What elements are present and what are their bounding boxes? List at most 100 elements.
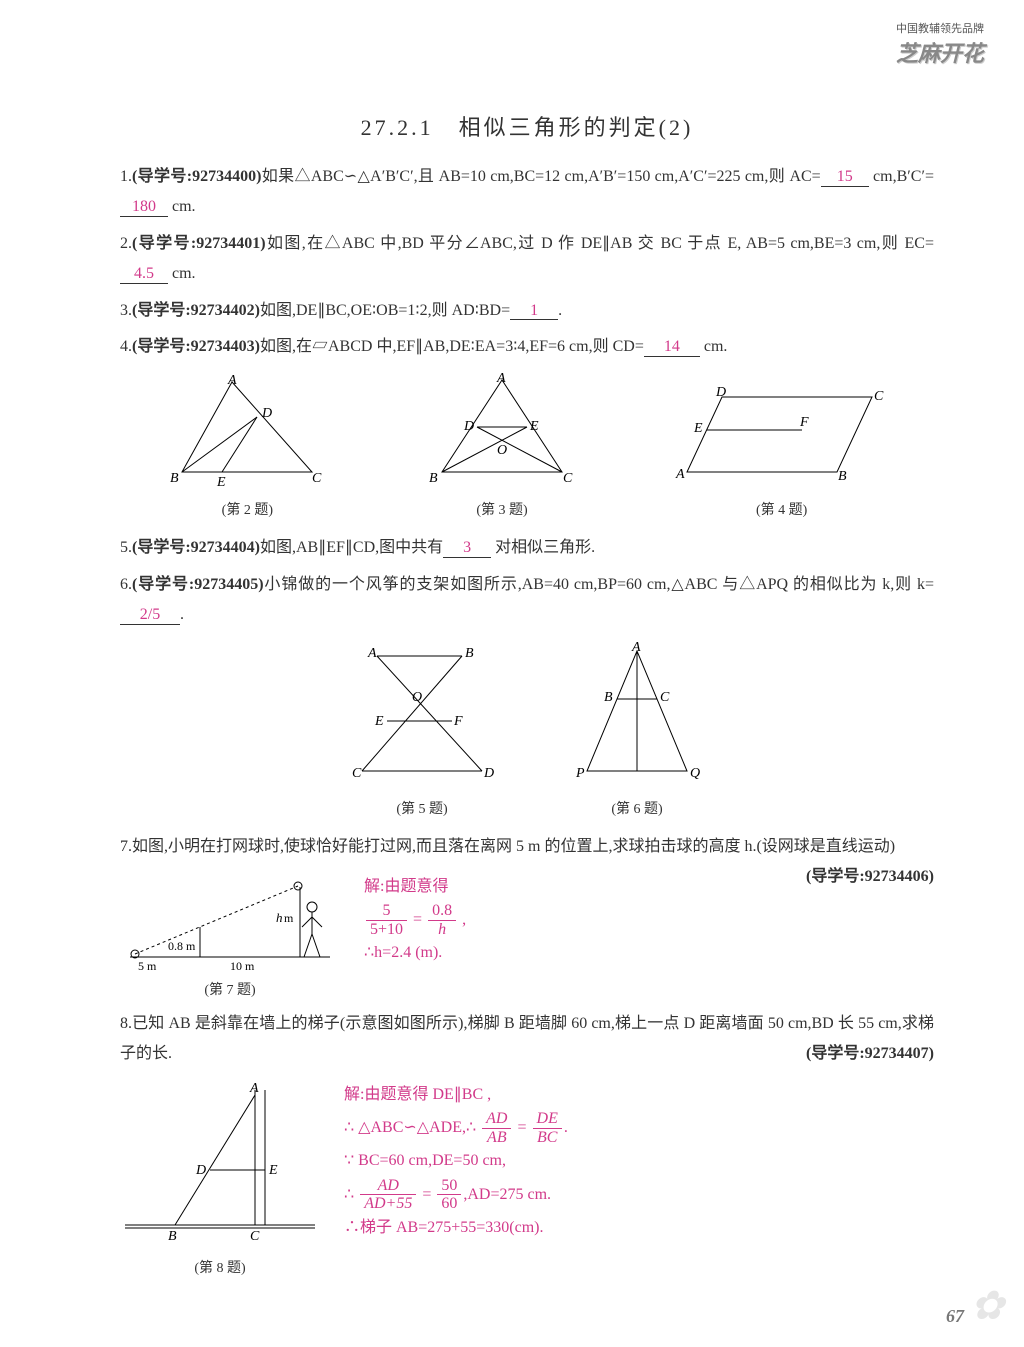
- page-number: 67: [946, 1306, 964, 1327]
- figure-4: DC AB EF (第 4 题): [672, 382, 892, 519]
- question-4: 4.(导学号:92734403)如图,在▱ABCD 中,EF∥AB,DE∶EA=…: [120, 332, 934, 362]
- q1-mid: cm,B′C′=: [869, 168, 934, 185]
- fig4-svg: DC AB EF: [672, 382, 892, 492]
- question-2: 2.(导学号:92734401)如图,在△ABC 中,BD 平分∠ABC,过 D…: [120, 229, 934, 290]
- fig5-caption: (第 5 题): [342, 798, 502, 818]
- fig8-svg: A BC DE: [120, 1080, 320, 1250]
- svg-text:A: A: [249, 1081, 259, 1096]
- figure-row-2: AB CD EF O (第 5 题) AB CP Q (第 6 题): [120, 641, 934, 818]
- figure-8: A BC DE (第 8 题): [120, 1080, 320, 1277]
- svg-text:C: C: [660, 690, 670, 705]
- svg-text:C: C: [874, 389, 884, 404]
- q8-sol-l3: ∵ BC=60 cm,DE=50 cm,: [344, 1146, 568, 1176]
- svg-text:F: F: [799, 415, 809, 430]
- q3-ans: 1: [510, 302, 558, 321]
- svg-text:D: D: [715, 385, 726, 400]
- q5-tail: 对相似三角形.: [491, 539, 595, 556]
- svg-text:B: B: [465, 646, 474, 661]
- fig2-caption: (第 2 题): [162, 499, 332, 519]
- svg-text:B: B: [170, 471, 179, 486]
- q4-ans: 14: [644, 338, 700, 357]
- q5-lead: (导学号:92734404): [132, 539, 260, 556]
- q7-sol-l1: 解:由题意得: [364, 872, 466, 902]
- q8-sol-l5: ∴梯子 AB=275+55=330(cm).: [344, 1213, 568, 1243]
- svg-text:Q: Q: [690, 766, 700, 781]
- q2-lead: (导学号:92734401): [132, 235, 266, 252]
- svg-text:E: E: [529, 419, 539, 434]
- figure-5: AB CD EF O (第 5 题): [342, 641, 502, 818]
- svg-text:A: A: [227, 373, 237, 388]
- q4-text: 如图,在▱ABCD 中,EF∥AB,DE∶EA=3∶4,EF=6 cm,则 CD…: [260, 338, 644, 355]
- figure-7: 5 m 0.8 m 10 m hm (第 7 题): [120, 872, 340, 999]
- svg-text:E: E: [374, 714, 384, 729]
- q7-text: 如图,小明在打网球时,使球恰好能打过网,而且落在离网 5 m 的位置上,求球拍击…: [132, 838, 895, 855]
- q8-sol-l4: ∴ ADAD+55 = 5060,AD=275 cm.: [344, 1177, 568, 1213]
- q2-ans: 4.5: [120, 265, 168, 284]
- q2-text: 如图,在△ABC 中,BD 平分∠ABC,过 D 作 DE∥AB 交 BC 于点…: [266, 235, 934, 252]
- svg-text:m: m: [284, 911, 294, 925]
- svg-text:h: h: [276, 910, 283, 925]
- svg-text:10 m: 10 m: [230, 959, 255, 972]
- q5-num: 5.: [120, 539, 132, 556]
- q8-solution: 解:由题意得 DE∥BC , ∴ △ABC∽△ADE,∴ ADAB = DEBC…: [344, 1080, 568, 1244]
- fig6-svg: A B C P Q: [562, 641, 712, 791]
- q4-lead: (导学号:92734403): [132, 338, 260, 355]
- brand-tagline: 中国教辅领先品牌: [896, 20, 984, 36]
- q6-tail: .: [180, 606, 184, 623]
- svg-text:C: C: [312, 471, 322, 486]
- watermark-icon: ✿: [970, 1282, 1004, 1329]
- q7-sol-l3: ∴h=2.4 (m).: [364, 938, 466, 968]
- brand-block: 中国教辅领先品牌 芝麻开花: [896, 20, 984, 68]
- svg-text:P: P: [575, 766, 585, 781]
- svg-text:C: C: [352, 766, 362, 781]
- fig3-svg: AB CD EO: [417, 372, 587, 492]
- svg-text:D: D: [483, 766, 494, 781]
- question-7: 7.如图,小明在打网球时,使球恰好能打过网,而且落在离网 5 m 的位置上,求球…: [120, 832, 934, 862]
- section-title: 27.2.1 相似三角形的判定(2): [120, 110, 934, 142]
- q7-solution-block: 5 m 0.8 m 10 m hm (第 7 题) 解:由题意得 55+10 =…: [120, 872, 806, 999]
- svg-text:5 m: 5 m: [138, 959, 157, 972]
- fig8-caption: (第 8 题): [120, 1257, 320, 1277]
- fig6-caption: (第 6 题): [562, 798, 712, 818]
- svg-text:E: E: [216, 475, 226, 490]
- svg-text:0.8 m: 0.8 m: [168, 939, 196, 953]
- q3-text: 如图,DE∥BC,OE∶OB=1∶2,则 AD∶BD=: [260, 302, 510, 319]
- svg-text:E: E: [268, 1163, 278, 1178]
- figure-row-1: AB CD E (第 2 题) AB CD EO (第 3 题) DC: [120, 372, 934, 519]
- svg-text:A: A: [496, 372, 506, 386]
- brand-logo: 芝麻开花: [896, 36, 984, 68]
- svg-text:B: B: [838, 469, 847, 484]
- q1-num: 1.: [120, 168, 132, 185]
- q7-sol-eq: 55+10 = 0.8h ,: [364, 902, 466, 938]
- svg-text:O: O: [497, 443, 507, 458]
- svg-text:A: A: [631, 641, 641, 655]
- q7-num: 7.: [120, 838, 132, 855]
- question-5: 5.(导学号:92734404)如图,AB∥EF∥CD,图中共有3 对相似三角形…: [120, 533, 934, 563]
- fig2-svg: A B C D E: [162, 372, 332, 492]
- question-8: 8.已知 AB 是斜靠在墙上的梯子(示意图如图所示),梯脚 B 距墙脚 60 c…: [120, 1009, 934, 1070]
- svg-text:E: E: [693, 421, 703, 436]
- q1-tail: cm.: [168, 198, 196, 215]
- q3-lead: (导学号:92734402): [132, 302, 260, 319]
- q8-num: 8.: [120, 1015, 132, 1032]
- q2-tail: cm.: [168, 265, 196, 282]
- svg-text:C: C: [250, 1229, 260, 1244]
- q6-text: 小锦做的一个风筝的支架如图所示,AB=40 cm,BP=60 cm,△ABC 与…: [264, 576, 934, 593]
- fig7-caption: (第 7 题): [120, 979, 340, 999]
- q1-ans1: 15: [821, 168, 869, 187]
- figure-6: A B C P Q (第 6 题): [562, 641, 712, 818]
- svg-text:F: F: [453, 714, 463, 729]
- q7-solution: 解:由题意得 55+10 = 0.8h , ∴h=2.4 (m).: [364, 872, 466, 969]
- svg-text:D: D: [463, 419, 474, 434]
- q4-tail: cm.: [700, 338, 728, 355]
- q1-ans2: 180: [120, 198, 168, 217]
- q8-sol-l1: 解:由题意得 DE∥BC ,: [344, 1080, 568, 1110]
- svg-text:D: D: [261, 406, 272, 421]
- fig5-svg: AB CD EF O: [342, 641, 502, 791]
- q6-lead: (导学号:92734405): [132, 576, 264, 593]
- question-3: 3.(导学号:92734402)如图,DE∥BC,OE∶OB=1∶2,则 AD∶…: [120, 296, 934, 326]
- figure-3: AB CD EO (第 3 题): [417, 372, 587, 519]
- q7-tag: (导学号:92734406): [806, 862, 934, 892]
- fig7-svg: 5 m 0.8 m 10 m hm: [120, 872, 340, 972]
- svg-text:B: B: [604, 690, 613, 705]
